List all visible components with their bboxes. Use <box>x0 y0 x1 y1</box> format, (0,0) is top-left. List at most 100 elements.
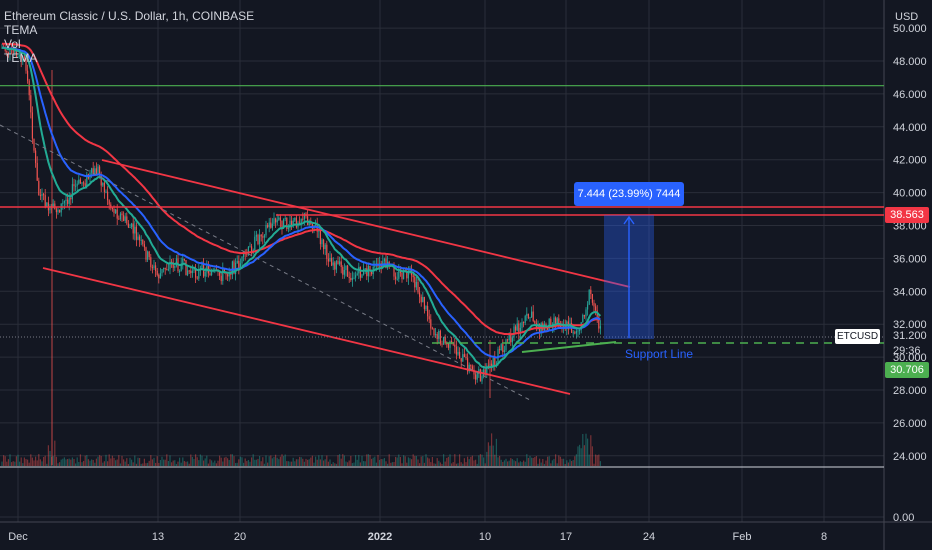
volume-bar <box>383 458 385 466</box>
volume-bar <box>115 460 117 466</box>
volume-bar <box>283 456 285 466</box>
candle-body <box>190 270 192 274</box>
candle-body <box>283 219 285 229</box>
indicator-tema-1[interactable]: TEMA <box>4 23 38 37</box>
candle-body <box>587 304 589 310</box>
candle-body <box>302 218 304 220</box>
volume-bar <box>439 462 441 466</box>
volume-bar <box>422 456 424 466</box>
volume-bar <box>401 463 403 466</box>
candle-body <box>71 184 73 200</box>
volume-bar <box>406 462 408 466</box>
candle-body <box>103 182 105 193</box>
candle-body <box>97 166 99 175</box>
volume-bar <box>172 460 174 466</box>
volume-bar <box>353 462 355 466</box>
candle-body <box>407 271 409 279</box>
indicator-vol[interactable]: Vol <box>4 37 21 51</box>
candle-body <box>295 217 297 228</box>
volume-bar <box>593 463 595 466</box>
volume-bar <box>409 458 411 466</box>
volume-bar <box>499 455 501 466</box>
candle-body <box>145 247 147 260</box>
candle-body <box>359 266 361 278</box>
volume-bar <box>497 457 499 466</box>
volume-bar <box>156 456 158 466</box>
volume-bar <box>126 458 128 466</box>
candle-body <box>503 350 505 353</box>
currency-label[interactable]: USD <box>895 11 919 23</box>
candle-body <box>43 193 45 196</box>
candle-body <box>355 275 357 278</box>
candle-body <box>46 202 48 207</box>
candle-body <box>454 344 456 347</box>
volume-bar <box>495 438 497 466</box>
candle-body <box>431 328 433 330</box>
candle-body <box>251 246 253 254</box>
candle-body <box>91 168 93 173</box>
volume-bar <box>220 457 222 466</box>
candle-body <box>279 217 281 221</box>
volume-bar <box>249 461 251 466</box>
volume-bar <box>121 455 123 466</box>
candle-body <box>132 223 134 234</box>
candle-body <box>156 270 158 275</box>
candle-body <box>121 213 123 216</box>
indicator-tema-2[interactable]: TEMA <box>4 51 38 65</box>
volume-bar <box>110 458 112 466</box>
volume-bar <box>483 457 485 466</box>
volume-bar <box>215 463 217 466</box>
volume-bar <box>185 461 187 466</box>
volume-bar <box>268 456 270 466</box>
candle-body <box>351 277 353 281</box>
candle-body <box>134 226 136 234</box>
candle-body <box>287 227 289 229</box>
candle-body <box>526 313 528 316</box>
volume-bar <box>579 444 581 466</box>
volume-bar <box>196 457 198 466</box>
volume-bar <box>38 454 40 466</box>
volume-bar <box>340 458 342 466</box>
candle-body <box>254 236 256 251</box>
candle-body <box>27 70 29 81</box>
candle-body <box>148 251 150 258</box>
volume-bar <box>84 455 86 466</box>
candle-body <box>326 244 328 259</box>
volume-bar <box>155 462 157 466</box>
volume-bar <box>302 458 304 466</box>
volume-bar <box>244 458 246 466</box>
volume-bar <box>433 463 435 466</box>
candle-body <box>547 327 549 330</box>
volume-bar <box>161 456 163 466</box>
volume-bar <box>356 459 358 466</box>
candle-body <box>599 326 601 329</box>
volume-bar <box>403 455 405 466</box>
volume-bar <box>206 455 208 466</box>
candle-body <box>270 222 272 228</box>
volume-bar <box>452 462 454 466</box>
volume-bar <box>407 457 409 466</box>
candle-body <box>494 357 496 366</box>
candle-body <box>59 209 61 213</box>
volume-bar <box>164 459 166 466</box>
y-tick-label: 0.00 <box>893 512 914 524</box>
volume-bar <box>342 454 344 466</box>
volume-bar <box>65 459 67 466</box>
candle-body <box>500 344 502 351</box>
volume-bar <box>438 460 440 466</box>
x-tick-label: 20 <box>234 531 246 543</box>
x-tick-label: Dec <box>8 531 28 543</box>
symbol-title[interactable]: Ethereum Classic / U.S. Dollar, 1h, COIN… <box>4 9 255 23</box>
volume-bar <box>334 463 336 466</box>
volume-bar <box>377 454 379 466</box>
volume-bar <box>300 457 302 466</box>
candle-body <box>271 223 273 228</box>
volume-bar <box>44 455 46 466</box>
candle-body <box>225 272 227 275</box>
candle-body <box>35 150 37 163</box>
candle-body <box>294 217 296 221</box>
volume-bar <box>507 461 509 466</box>
candle-body <box>451 340 453 343</box>
